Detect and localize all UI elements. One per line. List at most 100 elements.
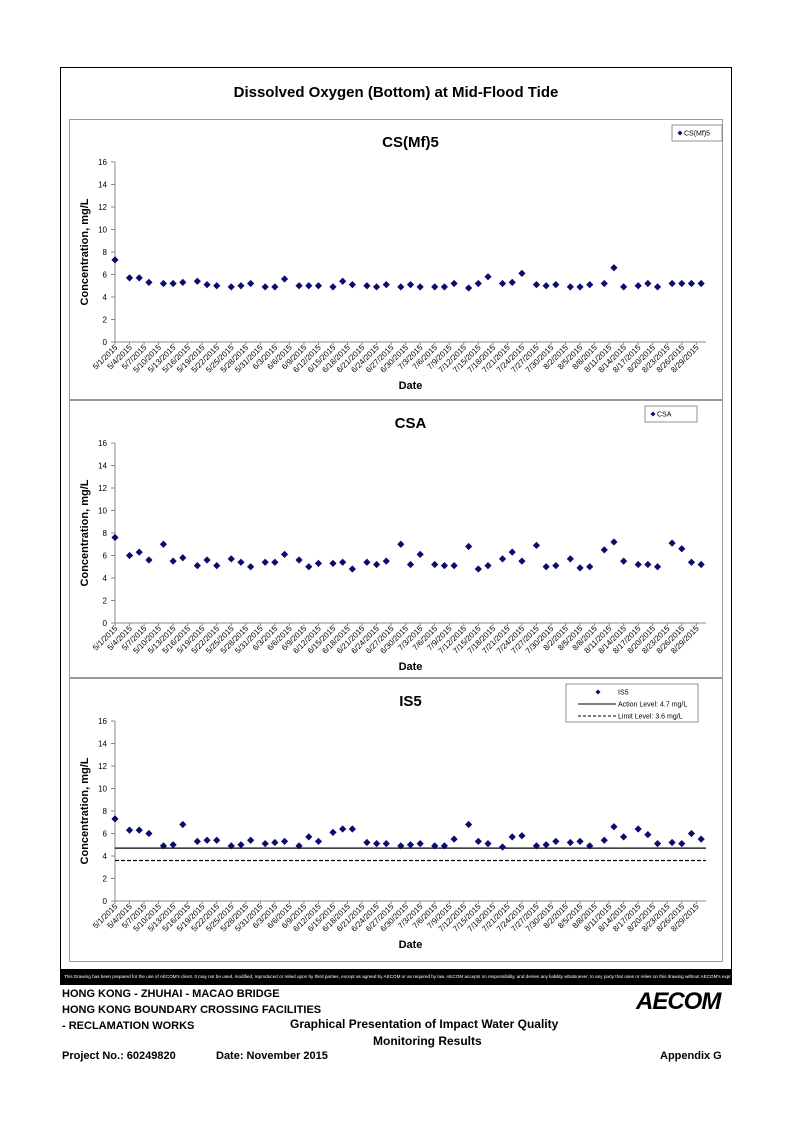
data-point (508, 833, 516, 841)
data-point (363, 558, 371, 566)
legend-box (644, 405, 698, 423)
legend-label: IS5 (618, 690, 629, 697)
data-point (295, 842, 303, 850)
data-point (610, 823, 618, 831)
footer-works-name: - RECLAMATION WORKS (62, 1020, 195, 1032)
data-point (213, 282, 221, 290)
data-point (193, 277, 201, 285)
data-point (329, 283, 337, 291)
data-point (261, 283, 269, 291)
data-point (668, 279, 676, 288)
chart-panel-csmf5: CS(Mf)5 0 2 4 6 8 10 12 14 16 5/1/2015 5/4/2015 5/7/… (69, 119, 723, 400)
data-point (237, 558, 245, 566)
data-point (552, 281, 560, 289)
data-point (450, 562, 458, 570)
data-point (145, 278, 153, 286)
y-tick-label: 14 (98, 181, 107, 190)
data-point (348, 825, 356, 833)
data-point (111, 815, 119, 823)
data-point (237, 841, 245, 849)
data-point (261, 840, 269, 848)
chart-svg: CS(Mf)502468101214165/1/20155/4/20155/7/… (79, 124, 723, 392)
legend-marker (595, 689, 601, 695)
data-point (135, 548, 143, 556)
data-point (339, 558, 347, 566)
y-tick-label: 2 (103, 875, 108, 884)
y-tick-label: 12 (98, 762, 107, 771)
data-point (295, 556, 303, 564)
data-point (280, 550, 289, 558)
data-point (440, 562, 449, 570)
y-tick-label: 12 (98, 203, 107, 212)
footer-facility-name: HONG KONG BOUNDARY CROSSING FACILITIES (62, 1004, 322, 1016)
data-point (382, 840, 390, 848)
footer-project-number: Project No.: 60249820 (62, 1050, 176, 1062)
data-point (305, 282, 313, 290)
y-tick-label: 10 (98, 507, 107, 516)
data-point (271, 838, 279, 847)
data-point (416, 550, 424, 558)
y-axis-label: Concentration, mg/L (79, 198, 91, 305)
data-point (610, 538, 618, 546)
data-point (261, 558, 269, 566)
data-point (339, 825, 347, 833)
data-point (203, 281, 211, 289)
data-point (653, 840, 662, 848)
data-point (382, 281, 390, 289)
data-point (678, 840, 686, 848)
data-point (576, 564, 584, 572)
data-point (687, 558, 696, 566)
data-point (440, 283, 449, 291)
data-point (678, 279, 686, 288)
data-point (111, 256, 119, 264)
data-point (125, 551, 134, 560)
data-point (586, 842, 594, 850)
chart-svg: IS502468101214165/1/20155/4/20155/7/2015… (79, 683, 706, 951)
data-point (145, 829, 153, 838)
y-tick-label: 10 (98, 226, 107, 235)
chart-panel-is5: IS5 0 2 4 6 8 10 12 14 16 5/1/2015 5/4/2015 5/7/2015… (69, 678, 723, 962)
data-point (542, 841, 550, 849)
y-tick-label: 6 (103, 552, 108, 561)
data-point (600, 546, 608, 554)
data-point (697, 835, 705, 843)
data-point (566, 555, 574, 563)
data-point (348, 565, 356, 573)
data-point (644, 831, 652, 839)
data-point (295, 282, 303, 290)
aecom-logo: AECOM (636, 988, 721, 1015)
y-tick-label: 0 (103, 619, 108, 628)
y-tick-label: 6 (103, 830, 108, 839)
data-point (382, 557, 390, 565)
data-point (203, 556, 211, 564)
data-point (314, 559, 323, 567)
data-point (280, 275, 289, 283)
y-tick-label: 16 (98, 439, 107, 448)
data-point (653, 563, 662, 571)
data-point (431, 560, 439, 569)
data-point (339, 277, 347, 285)
chart-title: IS5 (399, 693, 422, 710)
data-point (566, 838, 574, 847)
data-point (431, 283, 439, 291)
data-point (668, 838, 676, 847)
y-tick-label: 8 (103, 807, 108, 816)
data-point (576, 283, 584, 291)
data-point (678, 545, 686, 553)
data-point (600, 836, 608, 844)
data-point (397, 283, 405, 291)
x-axis-label: Date (399, 661, 423, 673)
y-tick-label: 14 (98, 740, 107, 749)
data-point (363, 282, 371, 290)
data-point (169, 279, 177, 288)
footer-drawing-title-1: Graphical Presentation of Impact Water Q… (290, 1017, 559, 1031)
data-point (125, 826, 134, 834)
data-point (440, 842, 449, 850)
data-point (406, 281, 415, 289)
data-point (634, 560, 642, 569)
data-point (566, 283, 574, 291)
data-point (532, 541, 541, 549)
y-tick-label: 0 (103, 897, 108, 906)
data-point (227, 842, 235, 850)
data-point (620, 557, 628, 565)
